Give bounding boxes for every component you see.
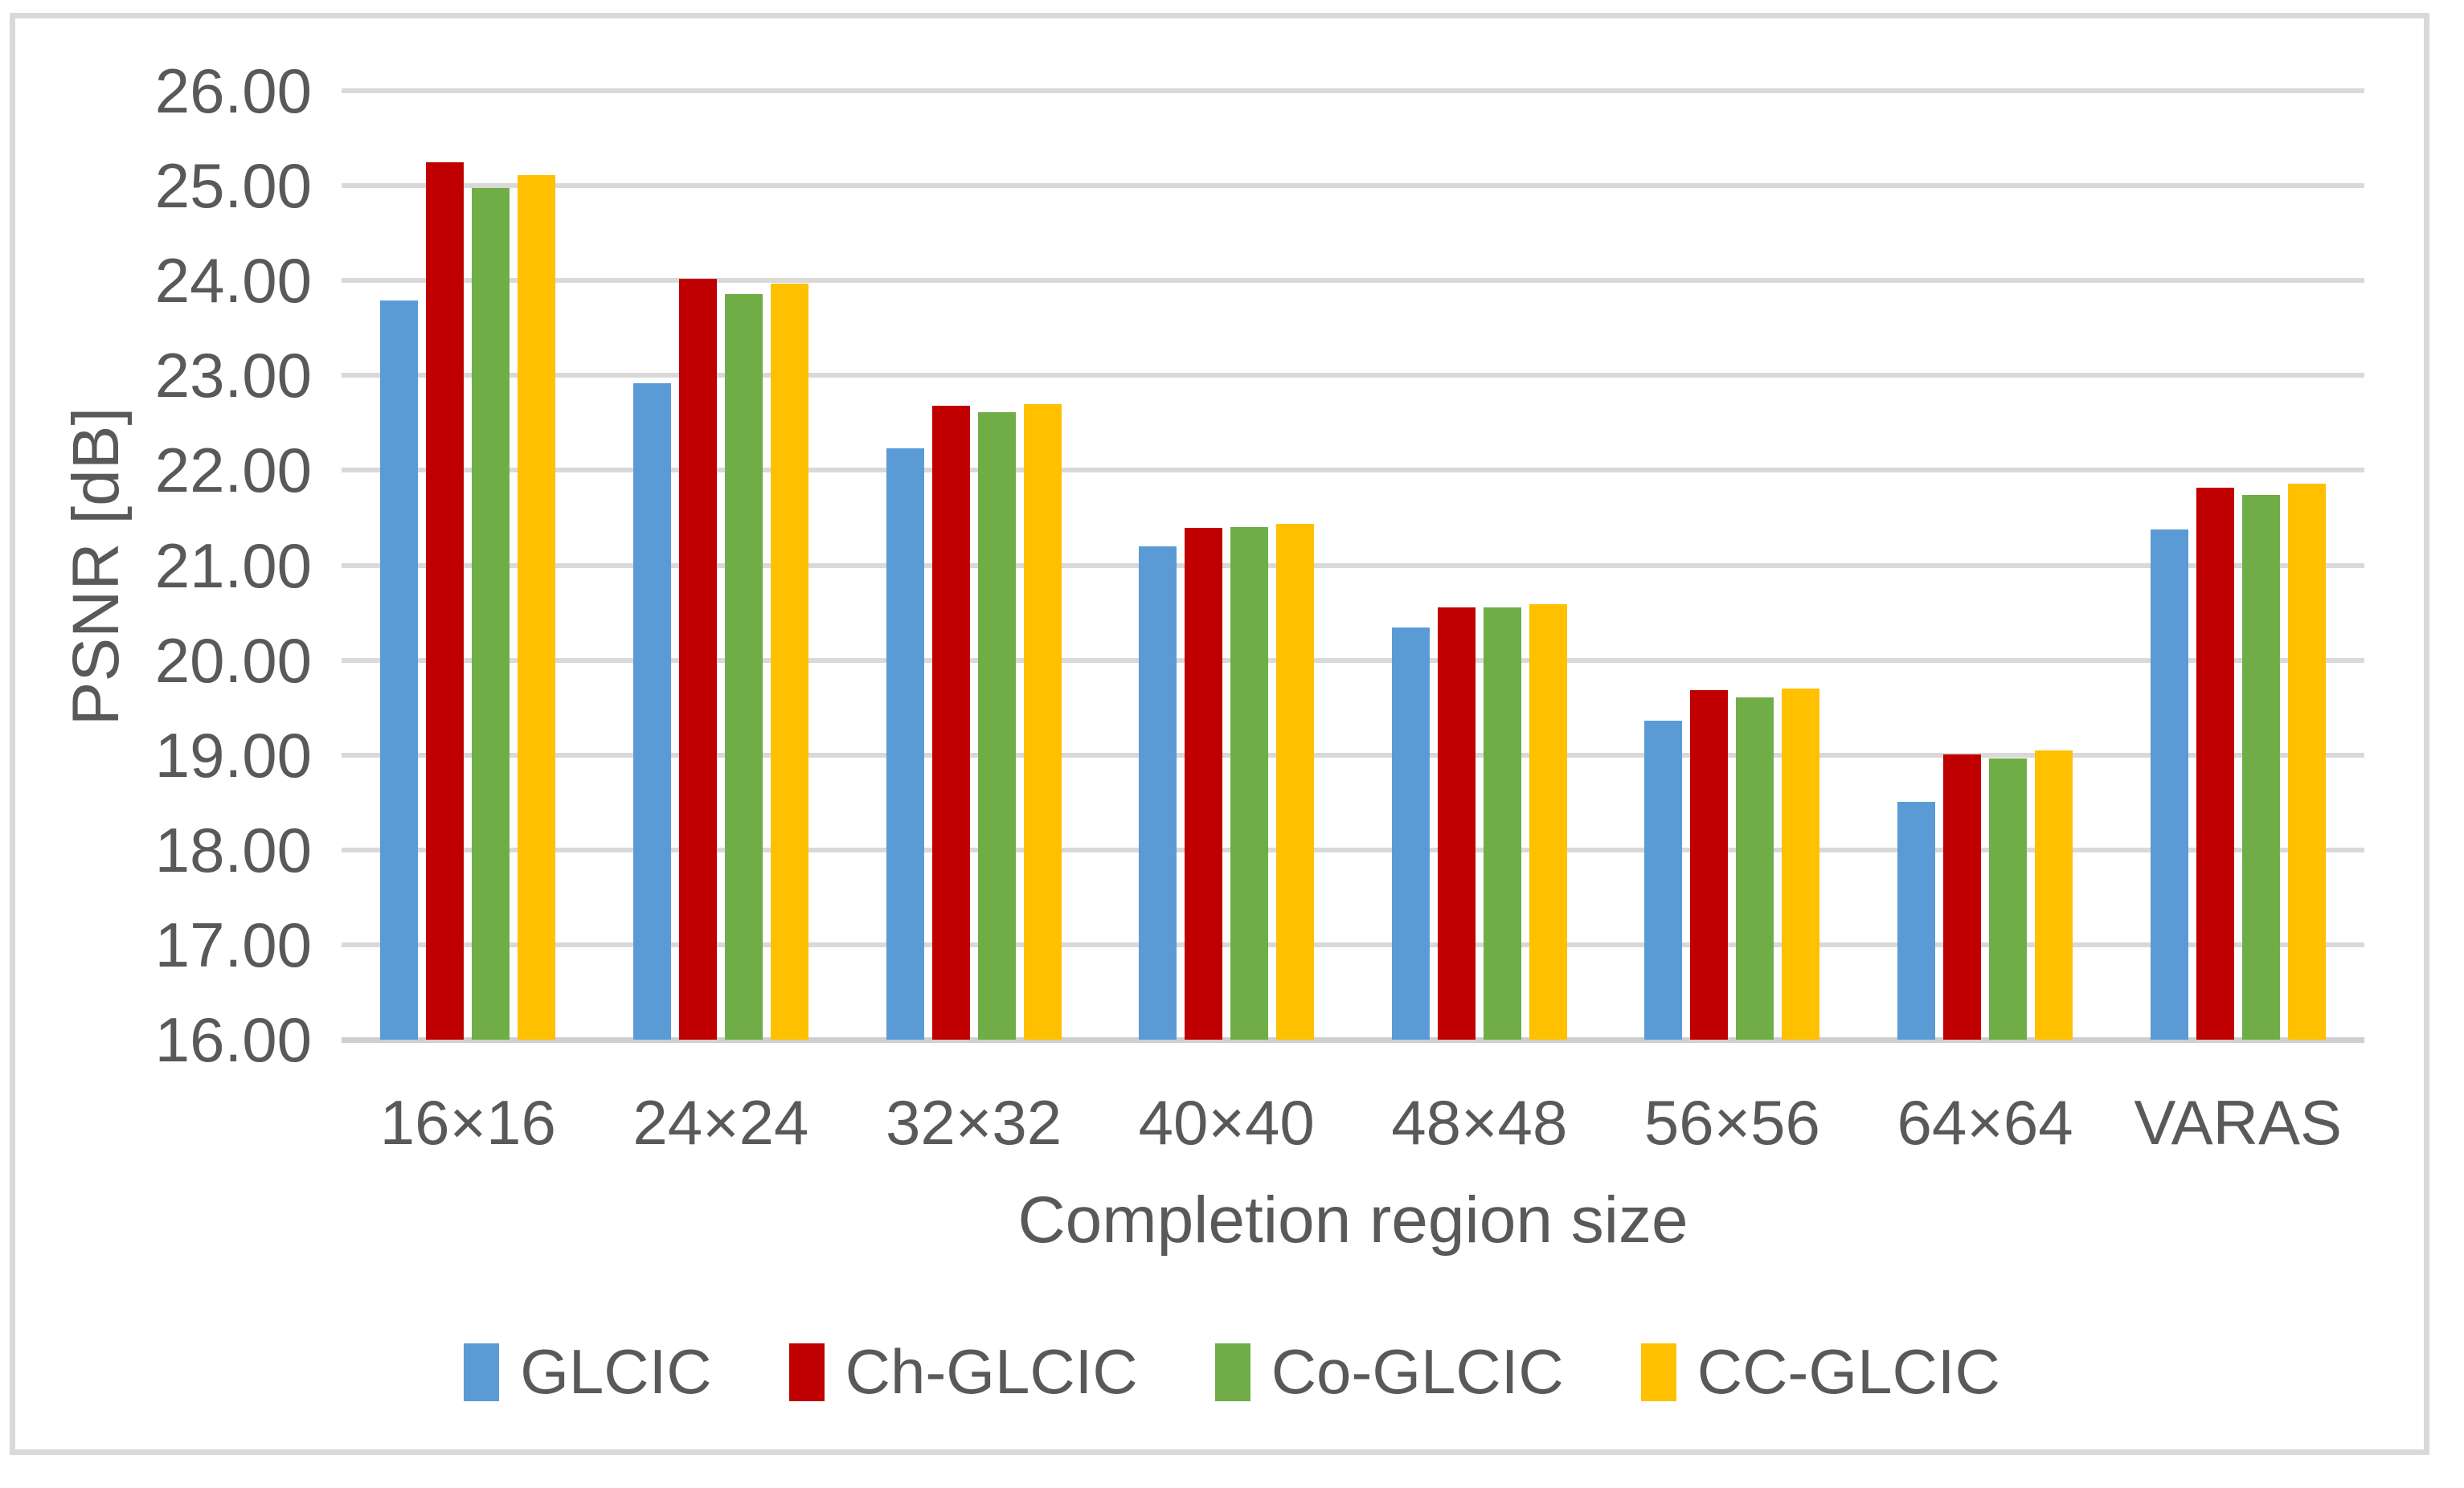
bar-Co-GLCIC-56×56 (1736, 697, 1774, 1040)
legend-item-CC-GLCIC: CC-GLCIC (1640, 1335, 2000, 1408)
legend-label: Ch-GLCIC (845, 1336, 1138, 1407)
bar-GLCIC-32×32 (886, 448, 924, 1040)
bar-Co-GLCIC-VARAS (2241, 495, 2280, 1040)
bar-Co-GLCIC-16×16 (472, 187, 510, 1040)
legend-label: GLCIC (520, 1336, 712, 1407)
bar-Co-GLCIC-24×24 (724, 293, 763, 1040)
legend-item-Co-GLCIC: Co-GLCIC (1214, 1335, 1564, 1408)
bar-CC-GLCIC-40×40 (1276, 523, 1315, 1040)
bar-Ch-GLCIC-40×40 (1185, 528, 1223, 1040)
bar-Ch-GLCIC-56×56 (1690, 690, 1729, 1040)
bar-CC-GLCIC-24×24 (770, 283, 808, 1040)
gridline (342, 278, 2364, 283)
bar-Co-GLCIC-32×32 (977, 412, 1016, 1040)
gridline (342, 658, 2364, 663)
legend: GLCIC Ch-GLCIC Co-GLCIC CC-GLCIC (0, 1335, 2464, 1408)
x-tick-label: 48×48 (1391, 1087, 1568, 1158)
legend-swatch-Ch-GLCIC (788, 1343, 825, 1401)
bar-GLCIC-VARAS (2150, 529, 2188, 1040)
bar-CC-GLCIC-16×16 (518, 175, 556, 1040)
bar-GLCIC-56×56 (1644, 721, 1683, 1040)
x-tick-label: 64×64 (1897, 1087, 2073, 1158)
gridline (342, 942, 2364, 947)
y-tick-label: 21.00 (154, 530, 312, 601)
bar-CC-GLCIC-64×64 (2035, 750, 2073, 1040)
bar-GLCIC-24×24 (632, 382, 671, 1040)
gridline (342, 753, 2364, 758)
legend-item-GLCIC: GLCIC (464, 1335, 712, 1408)
bar-GLCIC-40×40 (1139, 546, 1177, 1040)
legend-item-Ch-GLCIC: Ch-GLCIC (788, 1335, 1138, 1408)
y-tick-label: 17.00 (154, 910, 312, 980)
bar-Co-GLCIC-40×40 (1230, 527, 1269, 1040)
bar-GLCIC-48×48 (1391, 627, 1430, 1040)
x-tick-label: 32×32 (886, 1087, 1062, 1158)
y-tick-label: 26.00 (154, 55, 312, 126)
legend-swatch-Co-GLCIC (1214, 1343, 1250, 1401)
legend-label: Co-GLCIC (1271, 1336, 1564, 1407)
bar-Ch-GLCIC-VARAS (2196, 487, 2234, 1040)
gridline (342, 373, 2364, 378)
y-tick-label: 24.00 (154, 245, 312, 316)
gridline (342, 468, 2364, 472)
bar-Ch-GLCIC-32×32 (931, 406, 970, 1040)
y-tick-label: 23.00 (154, 340, 312, 411)
gridline (342, 563, 2364, 568)
bar-Ch-GLCIC-24×24 (678, 278, 717, 1040)
bar-Ch-GLCIC-16×16 (426, 161, 465, 1040)
gridline (342, 848, 2364, 852)
legend-swatch-GLCIC (464, 1343, 500, 1401)
x-tick-label: 16×16 (379, 1087, 556, 1158)
x-tick-label: VARAS (2134, 1087, 2343, 1158)
bar-Co-GLCIC-64×64 (1989, 758, 2028, 1040)
bar-Ch-GLCIC-64×64 (1943, 754, 1982, 1040)
bar-CC-GLCIC-48×48 (1529, 603, 1567, 1040)
y-axis-title: PSNR [dB] (59, 407, 133, 726)
y-tick-label: 20.00 (154, 625, 312, 696)
bar-GLCIC-16×16 (380, 300, 419, 1040)
legend-label: CC-GLCIC (1697, 1336, 2000, 1407)
x-axis-line (342, 1037, 2364, 1043)
legend-swatch-CC-GLCIC (1640, 1343, 1676, 1401)
x-axis-title: Completion region size (1017, 1183, 1688, 1257)
bar-Co-GLCIC-48×48 (1483, 607, 1521, 1040)
bar-GLCIC-64×64 (1897, 801, 1936, 1040)
gridline (342, 183, 2364, 188)
bar-Ch-GLCIC-48×48 (1437, 607, 1476, 1040)
y-tick-label: 25.00 (154, 150, 312, 221)
x-tick-label: 24×24 (632, 1087, 809, 1158)
x-tick-label: 56×56 (1643, 1087, 1820, 1158)
y-tick-label: 18.00 (154, 815, 312, 885)
bar-CC-GLCIC-VARAS (2287, 483, 2326, 1040)
x-tick-label: 40×40 (1138, 1087, 1315, 1158)
bar-CC-GLCIC-32×32 (1023, 403, 1062, 1040)
y-tick-label: 19.00 (154, 720, 312, 791)
y-tick-label: 22.00 (154, 435, 312, 505)
gridline (342, 88, 2364, 93)
bar-CC-GLCIC-56×56 (1782, 689, 1820, 1040)
y-tick-label: 16.00 (154, 1004, 312, 1075)
